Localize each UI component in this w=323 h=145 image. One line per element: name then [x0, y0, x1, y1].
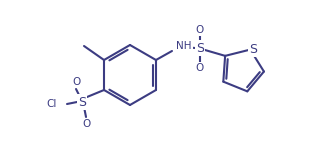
- Text: Cl: Cl: [47, 99, 57, 109]
- Text: NH: NH: [176, 41, 192, 51]
- Text: S: S: [78, 96, 86, 108]
- Text: O: O: [72, 77, 80, 87]
- Text: O: O: [82, 119, 90, 129]
- Text: O: O: [196, 63, 204, 73]
- Text: S: S: [249, 43, 257, 56]
- Text: O: O: [196, 25, 204, 35]
- Text: S: S: [196, 41, 204, 55]
